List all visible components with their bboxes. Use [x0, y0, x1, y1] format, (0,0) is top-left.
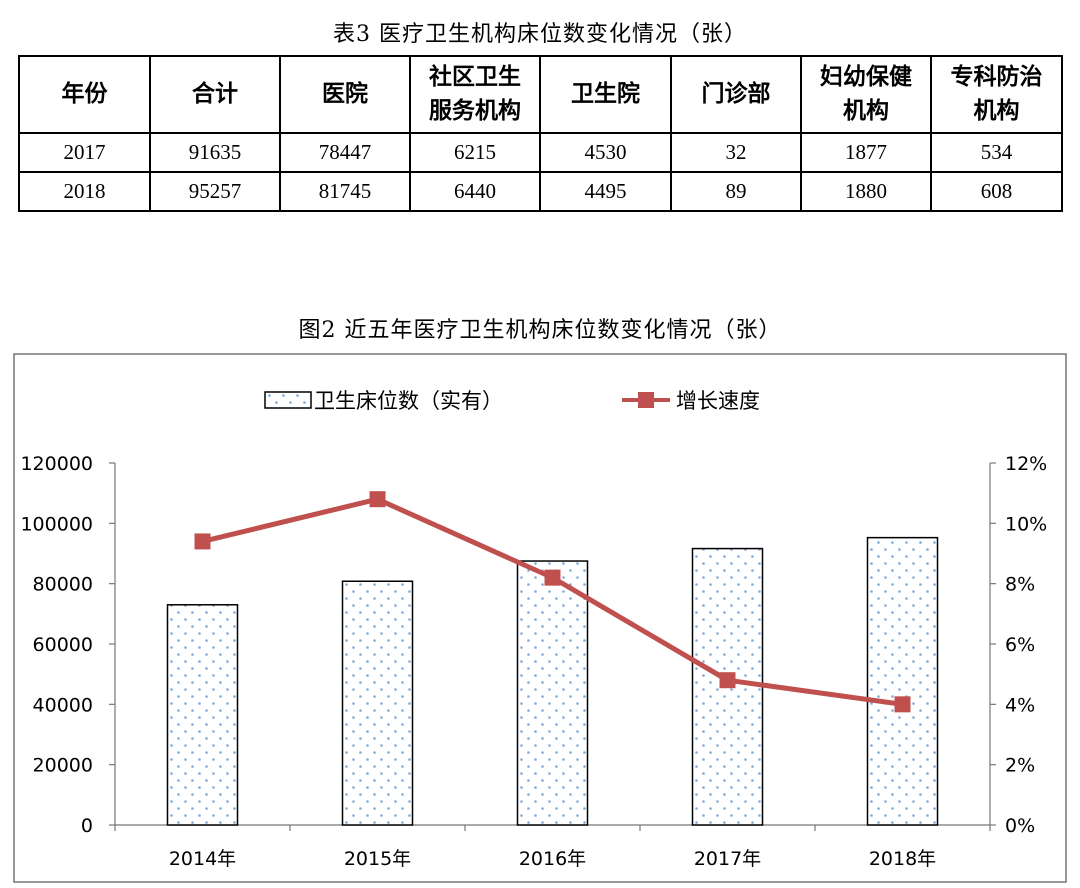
table-cell: 91635: [149, 132, 281, 173]
y-left-tick-label: 40000: [33, 694, 93, 716]
table-cell: 32: [670, 132, 802, 173]
bar: [516, 560, 589, 826]
table-cell: 608: [930, 171, 1063, 212]
y-right-tick-label: 2%: [1005, 755, 1035, 777]
header-total: 合计: [149, 55, 281, 134]
legend-swatch-bars: [264, 391, 312, 409]
chart-title: 图2 近五年医疗卫生机构床位数变化情况（张）: [298, 318, 782, 343]
bar: [341, 580, 414, 826]
x-tick-label: 2016年: [519, 848, 586, 870]
y-left-tick-label: 20000: [33, 755, 93, 777]
legend-marker-line: [638, 392, 654, 408]
header-maternal-child: 妇幼保健 机构: [800, 55, 932, 134]
table-cell: 78447: [279, 132, 411, 173]
y-left-tick-label: 100000: [20, 513, 93, 535]
y-left-tick-label: 80000: [33, 574, 93, 596]
chart-legend: 卫生床位数（实有） 增长速度: [264, 389, 760, 413]
table-header-row: 年份 合计 医院 社区卫生 服务机构 卫生院 门诊部 妇幼保健 机构 专科防治 …: [18, 55, 1063, 134]
y-right-tick-label: 6%: [1005, 634, 1035, 656]
table-cell: 2017: [18, 132, 151, 173]
y-right-tick-label: 4%: [1005, 694, 1035, 716]
y-right-tick-label: 10%: [1005, 513, 1047, 535]
growth-point: [719, 672, 736, 689]
table-cell: 534: [930, 132, 1063, 173]
table-cell: 6440: [409, 171, 541, 212]
x-tick-label: 2014年: [169, 848, 236, 870]
table-row: 2018 95257 81745 6440 4495 89 1880 608: [18, 171, 1063, 212]
table-cell: 6215: [409, 132, 541, 173]
table-row: 2017 91635 78447 6215 4530 32 1877 534: [18, 132, 1063, 173]
table-cell: 1877: [800, 132, 932, 173]
table-title: 表3 医疗卫生机构床位数变化情况（张）: [333, 22, 747, 47]
bar: [866, 536, 939, 826]
table-cell: 1880: [800, 171, 932, 212]
x-tick-label: 2018年: [869, 848, 936, 870]
header-clinic: 门诊部: [670, 55, 802, 134]
table-cell: 95257: [149, 171, 281, 212]
growth-point: [194, 533, 211, 550]
legend-label-bars: 卫生床位数（实有）: [314, 389, 503, 413]
table-cell: 2018: [18, 171, 151, 212]
table-cell: 4495: [539, 171, 672, 212]
bar: [166, 604, 239, 826]
bed-count-table: 年份 合计 医院 社区卫生 服务机构 卫生院 门诊部 妇幼保健 机构 专科防治 …: [18, 55, 1063, 212]
x-tick-label: 2017年: [694, 848, 761, 870]
y-left-tick-label: 60000: [33, 634, 93, 656]
growth-point: [894, 696, 911, 713]
x-tick-label: 2015年: [344, 848, 411, 870]
header-year: 年份: [18, 55, 151, 134]
legend-label-line: 增长速度: [676, 389, 760, 413]
y-right-tick-label: 8%: [1005, 574, 1035, 596]
y-left-tick-label: 0: [81, 815, 93, 837]
y-right-tick-label: 12%: [1005, 453, 1047, 475]
header-specialty-prevention: 专科防治 机构: [930, 55, 1063, 134]
table-cell: 81745: [279, 171, 411, 212]
growth-point: [369, 491, 386, 508]
header-community-health: 社区卫生 服务机构: [409, 55, 541, 134]
y-right-tick-label: 0%: [1005, 815, 1035, 837]
y-left-tick-label: 120000: [20, 453, 93, 475]
header-health-center: 卫生院: [539, 55, 672, 134]
table-cell: 89: [670, 171, 802, 212]
table-cell: 4530: [539, 132, 672, 173]
header-hospital: 医院: [279, 55, 411, 134]
growth-point: [544, 569, 561, 586]
plot-area: 0 20000 40000 60000 80000 100000 120000 0% 2% 4% 6…: [20, 453, 1047, 870]
